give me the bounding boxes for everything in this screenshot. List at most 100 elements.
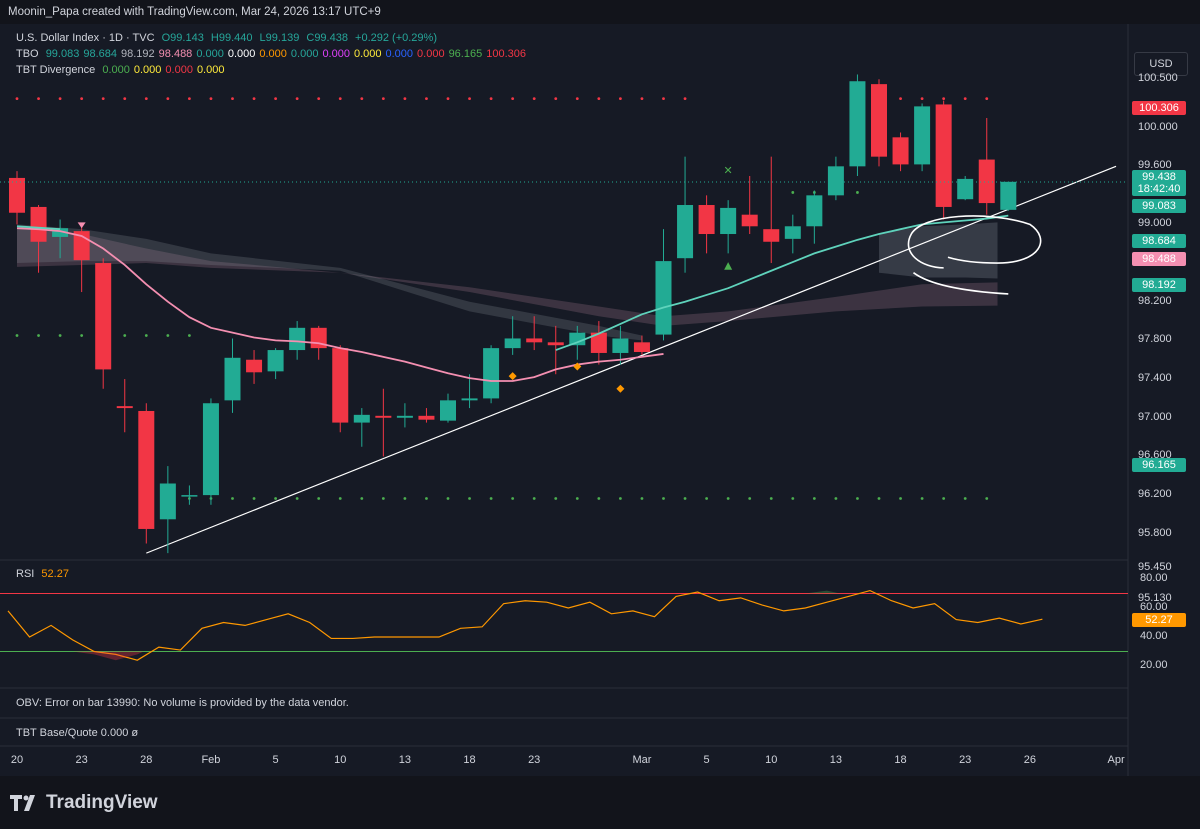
candle-body-32	[698, 205, 715, 235]
candle-27	[590, 321, 607, 365]
candle-38	[827, 156, 844, 201]
support-dot-36	[791, 497, 795, 500]
support-dot-17	[381, 497, 385, 500]
candle-37	[806, 190, 823, 244]
green-x-marker: ✕	[724, 165, 733, 177]
open-value: O99.143	[161, 32, 204, 44]
tbt-pane-legend: TBT Base/Quote 0.000 ø	[16, 727, 138, 739]
time-tick-label: Apr	[1107, 754, 1125, 766]
resistance-dot-27	[597, 97, 601, 101]
time-tick-label: 13	[398, 754, 412, 766]
obv-error-text: OBV: Error on bar 13990: No volume is pr…	[16, 697, 349, 709]
resistance-dot-r-45	[985, 97, 989, 101]
candle-41	[892, 132, 909, 172]
price-tick-label: 97.000	[1138, 410, 1172, 423]
resistance-dot-30	[662, 97, 665, 101]
support-dot-18	[403, 497, 407, 500]
price-tick-label: 100.500	[1138, 72, 1178, 85]
price-tick-label: 98.200	[1138, 294, 1172, 307]
cloud-band-grey	[17, 224, 642, 341]
rsi-tick-label: 60.00	[1140, 601, 1168, 613]
price-tick-label: 95.450	[1138, 560, 1172, 573]
support-dot-41	[899, 497, 902, 500]
candle-body-46	[1000, 181, 1017, 210]
resistance-dot-25	[554, 97, 558, 101]
candle-4	[95, 258, 112, 389]
mid-dot-0	[15, 334, 19, 337]
tbo-value-8: 0.000	[322, 48, 350, 60]
price-tag-value: 98.684	[1142, 235, 1176, 247]
price-tick-label: 96.200	[1138, 488, 1172, 501]
resistance-dot-31	[683, 97, 687, 101]
candle-body-33	[720, 207, 737, 235]
rsi-label: RSI	[16, 568, 35, 580]
candle-body-16	[353, 414, 370, 423]
orange-diamond-marker-2	[616, 384, 625, 393]
support-dot-32	[705, 497, 708, 500]
chart-area[interactable]: ✕ U.S. Dollar Index · 1D · TVC O99.143 H…	[0, 24, 1200, 776]
mid-dot-2	[58, 334, 62, 337]
resistance-dot-29	[640, 97, 644, 101]
price-tag-value: 96.165	[1142, 459, 1176, 471]
currency-button[interactable]: USD	[1134, 52, 1188, 76]
support-dot-27	[597, 497, 601, 500]
price-tag-98.192: 98.192	[1132, 278, 1186, 292]
candle-body-38	[827, 166, 844, 196]
low-value: L99.139	[259, 32, 300, 44]
support-dot-40	[877, 497, 881, 500]
candle-body-19	[418, 415, 435, 420]
orange-diamond-marker-0	[508, 372, 517, 381]
candle-1	[30, 205, 47, 273]
time-tick-label: 5	[703, 754, 710, 766]
candle-body-35	[763, 229, 780, 242]
candle-22	[483, 345, 500, 404]
candle-body-41	[892, 137, 909, 165]
tradingview-logo[interactable]: TradingView	[10, 792, 158, 814]
tradingview-logo-icon	[10, 795, 35, 811]
price-tick-label: 99.000	[1138, 217, 1172, 230]
high-value: H99.440	[210, 32, 253, 44]
teal-moving-average-left	[16, 225, 61, 231]
resistance-dot-18	[403, 97, 407, 101]
resistance-dot-9	[209, 97, 213, 101]
resistance-dot-23	[511, 97, 515, 101]
candle-6	[138, 403, 155, 544]
price-tag-value: 98.488	[1142, 253, 1176, 265]
tbt-value: 0.000 ø	[100, 727, 139, 739]
support-dot-10	[231, 497, 234, 500]
close-value: C99.438	[306, 32, 348, 44]
rsi-line	[7, 589, 1043, 661]
candle-body-2	[52, 228, 69, 237]
candle-21	[461, 374, 478, 409]
candle-body-43	[935, 104, 952, 207]
upper-mid-dot-36	[791, 191, 795, 194]
candle-45	[978, 117, 995, 215]
support-dot-26	[575, 497, 579, 500]
time-tick-label: 23	[959, 754, 972, 766]
support-dot-16	[360, 497, 364, 500]
rsi-tick-label: 20.00	[1140, 659, 1168, 671]
resistance-dot-8	[188, 97, 191, 101]
time-tick-label: 26	[1023, 754, 1036, 766]
candle-body-4	[95, 263, 112, 370]
candle-body-25	[547, 342, 564, 346]
candle-body-29	[633, 342, 650, 352]
support-dot-43	[942, 497, 946, 500]
trendline	[146, 165, 1117, 554]
price-tick-label: 95.800	[1138, 526, 1172, 539]
price-tag-100.306: 100.306	[1132, 101, 1186, 115]
tbo-value-12: 96.165	[448, 48, 483, 60]
resistance-dot-21	[468, 97, 471, 101]
rsi-oversold-fill	[72, 651, 144, 661]
mid-dot-7	[166, 334, 170, 337]
price-tag-98.684: 98.684	[1132, 234, 1186, 248]
green-up-marker	[724, 262, 733, 270]
support-dot-21	[468, 497, 471, 500]
candle-body-36	[784, 226, 801, 239]
rsi-value: 52.27	[41, 568, 69, 580]
candle-body-0	[9, 177, 25, 213]
support-dot-14	[317, 497, 321, 500]
upper-mid-dot-39	[856, 191, 859, 194]
chart-canvas[interactable]: ✕	[0, 24, 1200, 776]
resistance-dot-11	[252, 97, 256, 101]
